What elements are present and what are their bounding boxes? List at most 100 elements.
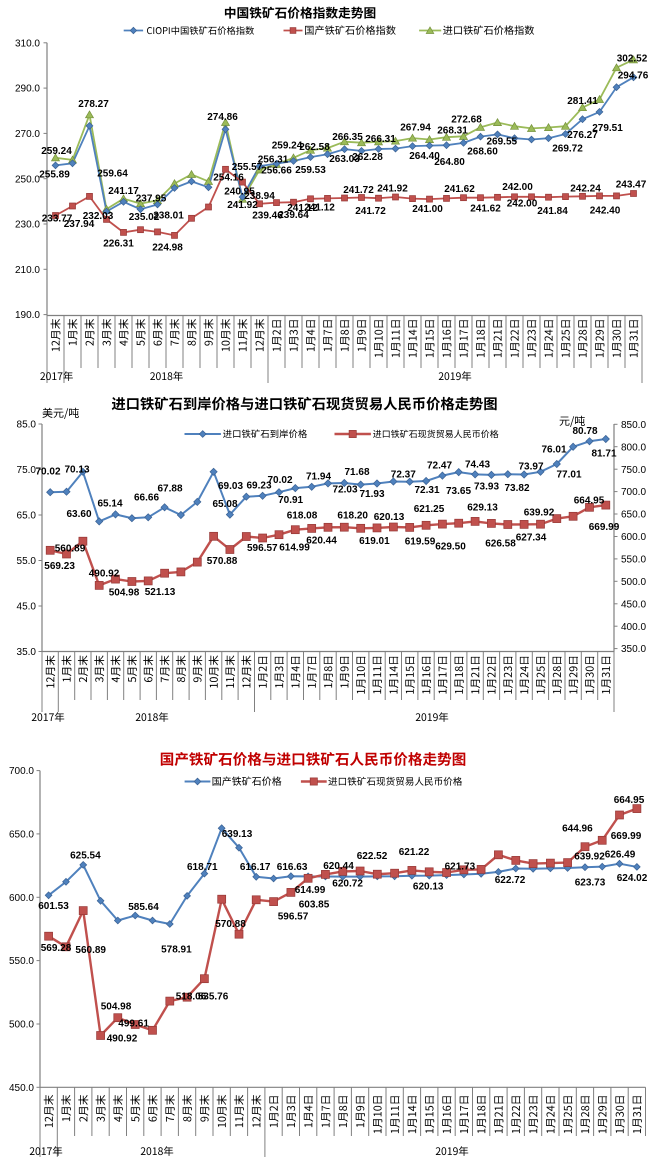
svg-text:264.40: 264.40 xyxy=(409,151,440,162)
svg-text:259.64: 259.64 xyxy=(97,169,128,180)
svg-text:243.47: 243.47 xyxy=(616,180,647,191)
svg-text:226.31: 226.31 xyxy=(103,238,134,249)
svg-text:241.00: 241.00 xyxy=(412,204,443,215)
svg-text:190.0: 190.0 xyxy=(15,310,40,321)
svg-text:76.01: 76.01 xyxy=(541,445,566,456)
svg-text:750.0: 750.0 xyxy=(621,465,646,476)
svg-text:622.72: 622.72 xyxy=(495,875,526,886)
svg-text:237.95: 237.95 xyxy=(136,194,167,205)
svg-text:278.27: 278.27 xyxy=(78,99,109,110)
svg-text:242.00: 242.00 xyxy=(502,182,533,193)
svg-text:578.91: 578.91 xyxy=(161,945,192,956)
svg-text:256.31: 256.31 xyxy=(258,155,289,166)
svg-text:241.92: 241.92 xyxy=(227,200,258,211)
svg-text:500.0: 500.0 xyxy=(9,1020,34,1031)
svg-text:210.0: 210.0 xyxy=(15,265,40,276)
svg-text:629.13: 629.13 xyxy=(467,503,498,514)
svg-text:239.46: 239.46 xyxy=(252,211,283,222)
svg-text:601.53: 601.53 xyxy=(38,901,69,912)
svg-text:620.44: 620.44 xyxy=(323,861,354,872)
svg-text:500.0: 500.0 xyxy=(621,577,646,588)
svg-text:241.84: 241.84 xyxy=(537,206,568,217)
svg-text:618.71: 618.71 xyxy=(187,862,218,873)
svg-text:262.58: 262.58 xyxy=(299,142,330,153)
svg-text:650.0: 650.0 xyxy=(9,830,34,841)
svg-text:238.01: 238.01 xyxy=(153,211,184,222)
svg-text:72.31: 72.31 xyxy=(414,485,439,496)
svg-text:569.23: 569.23 xyxy=(44,561,75,572)
svg-text:570.88: 570.88 xyxy=(215,919,246,930)
svg-text:625.54: 625.54 xyxy=(70,850,101,861)
svg-text:70.02: 70.02 xyxy=(35,467,60,478)
svg-text:254.16: 254.16 xyxy=(213,173,244,184)
svg-text:450.0: 450.0 xyxy=(9,1083,34,1094)
svg-text:310.0: 310.0 xyxy=(15,38,40,49)
svg-text:73.93: 73.93 xyxy=(474,482,499,493)
svg-text:614.99: 614.99 xyxy=(279,543,310,554)
svg-text:622.52: 622.52 xyxy=(357,851,388,862)
svg-text:294.76: 294.76 xyxy=(618,71,649,82)
svg-text:302.52: 302.52 xyxy=(617,54,648,65)
svg-text:614.99: 614.99 xyxy=(295,885,326,896)
svg-text:800.0: 800.0 xyxy=(621,442,646,453)
svg-text:242.00: 242.00 xyxy=(507,199,538,210)
svg-text:80.78: 80.78 xyxy=(572,426,597,437)
svg-text:350.0: 350.0 xyxy=(621,644,646,655)
svg-text:618.20: 618.20 xyxy=(337,511,368,522)
svg-text:619.01: 619.01 xyxy=(359,536,390,547)
svg-text:518.06: 518.06 xyxy=(176,992,207,1003)
svg-text:550.0: 550.0 xyxy=(621,555,646,566)
svg-text:560.89: 560.89 xyxy=(75,945,106,956)
svg-text:71.93: 71.93 xyxy=(359,489,384,500)
svg-text:71.94: 71.94 xyxy=(306,472,331,483)
svg-text:242.24: 242.24 xyxy=(570,184,601,195)
svg-text:69.23: 69.23 xyxy=(246,481,271,492)
svg-text:521.13: 521.13 xyxy=(145,587,176,598)
svg-text:65.14: 65.14 xyxy=(97,499,122,510)
svg-text:63.60: 63.60 xyxy=(66,509,91,520)
svg-text:35.0: 35.0 xyxy=(17,647,37,658)
svg-text:270.0: 270.0 xyxy=(15,129,40,140)
svg-text:81.71: 81.71 xyxy=(591,449,616,460)
svg-text:224.98: 224.98 xyxy=(152,242,183,253)
svg-text:259.24: 259.24 xyxy=(272,141,303,152)
svg-text:629.50: 629.50 xyxy=(435,542,466,553)
svg-text:264.80: 264.80 xyxy=(434,157,465,168)
svg-text:55.0: 55.0 xyxy=(17,556,37,567)
svg-text:450.0: 450.0 xyxy=(621,599,646,610)
svg-text:490.92: 490.92 xyxy=(107,1034,138,1045)
svg-text:626.49: 626.49 xyxy=(605,850,636,861)
svg-text:627.34: 627.34 xyxy=(516,533,547,544)
svg-text:626.58: 626.58 xyxy=(485,539,516,550)
svg-text:67.88: 67.88 xyxy=(157,484,182,495)
svg-text:669.99: 669.99 xyxy=(611,831,642,842)
svg-text:237.94: 237.94 xyxy=(64,219,95,230)
svg-text:69.03: 69.03 xyxy=(218,481,243,492)
svg-text:66.66: 66.66 xyxy=(134,493,159,504)
svg-text:65.08: 65.08 xyxy=(212,499,237,510)
svg-text:650.0: 650.0 xyxy=(621,510,646,521)
svg-text:73.97: 73.97 xyxy=(518,462,543,473)
svg-text:71.68: 71.68 xyxy=(344,467,369,478)
svg-text:255.89: 255.89 xyxy=(39,169,70,180)
svg-text:619.59: 619.59 xyxy=(405,536,436,547)
svg-text:233.77: 233.77 xyxy=(42,214,73,225)
svg-text:272.68: 272.68 xyxy=(451,115,482,126)
svg-text:232.03: 232.03 xyxy=(83,211,114,222)
svg-text:241.92: 241.92 xyxy=(377,183,408,194)
svg-text:700.0: 700.0 xyxy=(621,487,646,498)
svg-text:72.03: 72.03 xyxy=(332,485,357,496)
svg-text:241.12: 241.12 xyxy=(287,203,318,214)
svg-text:644.96: 644.96 xyxy=(562,824,593,835)
svg-text:618.08: 618.08 xyxy=(287,511,318,522)
svg-text:621.25: 621.25 xyxy=(414,504,445,515)
svg-text:596.57: 596.57 xyxy=(247,543,278,554)
svg-text:600.0: 600.0 xyxy=(9,893,34,904)
svg-text:263.03: 263.03 xyxy=(329,154,360,165)
svg-text:269.72: 269.72 xyxy=(552,144,583,155)
svg-text:621.22: 621.22 xyxy=(399,847,430,858)
svg-text:259.24: 259.24 xyxy=(41,146,72,157)
svg-text:235.02: 235.02 xyxy=(129,212,160,223)
svg-text:490.92: 490.92 xyxy=(89,569,120,580)
svg-text:241.12: 241.12 xyxy=(304,202,335,213)
